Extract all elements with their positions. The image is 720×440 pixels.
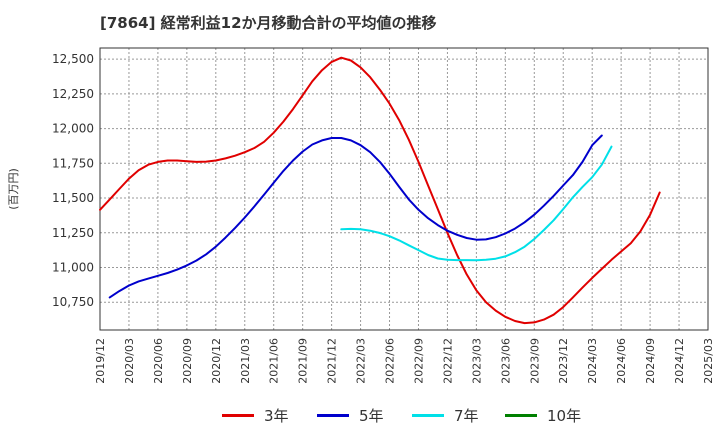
x-tick-label: 2024/03 <box>586 338 599 384</box>
y-tick-label: 11,250 <box>52 226 94 240</box>
x-tick-label: 2022/06 <box>384 338 397 384</box>
y-tick-label: 12,000 <box>52 122 94 136</box>
legend-label: 7年 <box>454 406 479 425</box>
x-tick-label: 2024/06 <box>615 338 628 384</box>
legend-swatch <box>222 413 254 417</box>
x-tick-label: 2023/03 <box>470 338 483 384</box>
x-tick-label: 2022/09 <box>412 338 425 384</box>
plot-frame <box>99 47 709 331</box>
y-tick-label: 10,750 <box>52 295 94 309</box>
x-tick-label: 2022/03 <box>355 338 368 384</box>
legend-swatch <box>412 413 444 417</box>
x-tick-label: 2024/09 <box>644 338 657 384</box>
x-tick-label: 2024/12 <box>673 338 686 384</box>
y-tick-label: 12,500 <box>52 52 94 66</box>
x-tick-label: 2020/03 <box>123 338 136 384</box>
x-tick-label: 2023/06 <box>499 338 512 384</box>
legend-item: 3年 <box>222 403 289 427</box>
x-tick-label: 2021/03 <box>239 338 252 384</box>
series-line <box>340 145 613 262</box>
series-line <box>108 134 603 299</box>
legend-item: 10年 <box>505 403 581 427</box>
legend-item: 5年 <box>317 403 384 427</box>
x-tick-label: 2023/09 <box>528 338 541 384</box>
y-tick-label: 12,250 <box>52 87 94 101</box>
x-tick-label: 2020/12 <box>210 338 223 384</box>
y-tick-label: 11,750 <box>52 156 94 170</box>
series-line <box>99 56 661 325</box>
x-tick-label: 2019/12 <box>94 338 107 384</box>
chart-legend: 3年 5年 7年 10年 <box>0 403 720 427</box>
legend-label: 3年 <box>264 406 289 425</box>
x-tick-label: 2020/06 <box>152 338 165 384</box>
x-tick-label: 2022/12 <box>441 338 454 384</box>
legend-label: 10年 <box>547 406 582 425</box>
legend-item: 7年 <box>412 403 479 427</box>
x-tick-label: 2025/03 <box>702 338 715 384</box>
legend-label: 5年 <box>359 406 384 425</box>
x-tick-label: 2023/12 <box>557 338 570 384</box>
legend-swatch <box>317 413 349 417</box>
y-axis-label: (百万円) <box>7 168 20 210</box>
legend-swatch <box>505 413 537 417</box>
x-tick-label: 2020/09 <box>181 338 194 384</box>
x-tick-label: 2021/12 <box>326 338 339 384</box>
y-tick-label: 11,500 <box>52 191 94 205</box>
chart-title: [7864] 経常利益12か月移動合計の平均値の推移 <box>100 14 437 32</box>
x-tick-label: 2021/09 <box>297 338 310 384</box>
y-tick-label: 11,000 <box>52 260 94 274</box>
x-tick-label: 2021/06 <box>268 338 281 384</box>
